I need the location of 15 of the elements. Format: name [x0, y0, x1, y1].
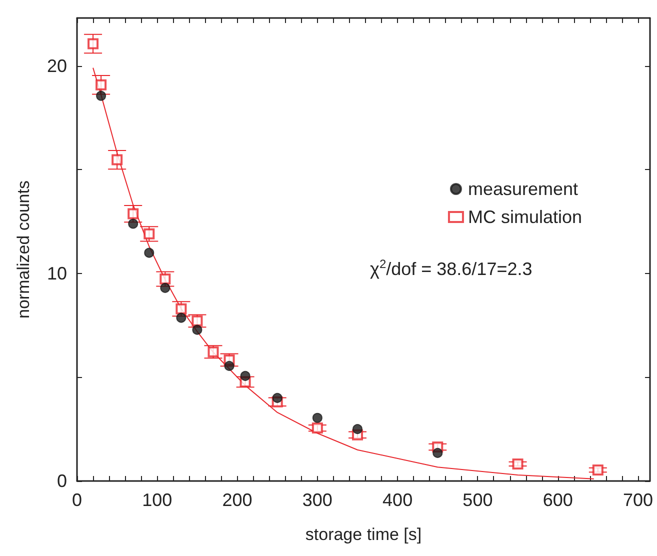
x-tick-label: 100 — [142, 490, 172, 510]
y-tick-label: 20 — [46, 56, 67, 76]
x-tick-label: 300 — [302, 490, 332, 510]
x-tick-label: 0 — [72, 490, 82, 510]
y-axis-title: normalized counts — [14, 180, 33, 318]
legend-label: measurement — [468, 179, 578, 199]
x-tick-label: 200 — [222, 490, 252, 510]
x-axis-title: storage time [s] — [305, 525, 422, 544]
x-tick-label: 600 — [542, 490, 573, 510]
legend-label: MC simulation — [468, 207, 582, 227]
x-tick-label: 400 — [382, 490, 413, 510]
y-tick-label: 10 — [46, 263, 67, 284]
x-tick-label: 700 — [622, 490, 653, 510]
x-tick-label: 500 — [462, 490, 493, 510]
y-tick-label: 0 — [56, 471, 67, 491]
